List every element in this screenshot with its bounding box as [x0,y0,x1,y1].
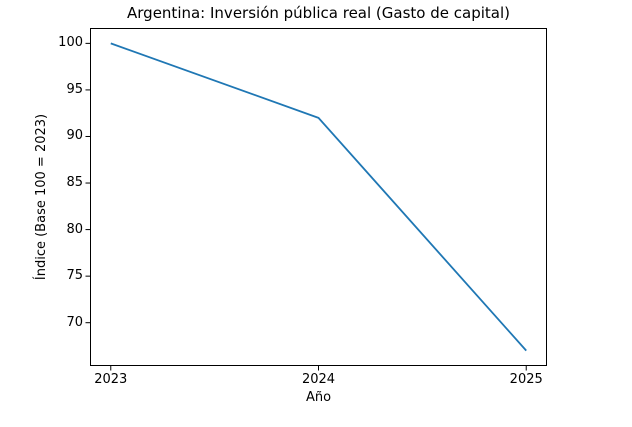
y-tick-label: 85 [66,175,83,191]
y-tick-label: 100 [58,35,83,51]
y-tick-label: 80 [66,221,83,237]
x-axis-label: Año [305,390,332,405]
axes-frame [90,28,547,366]
y-tick-label: 95 [66,81,83,97]
x-tick-label: 2025 [509,372,543,387]
y-tick-label: 70 [66,314,83,330]
chart-title: Argentina: Inversión pública real (Gasto… [127,4,510,22]
data-line-series [110,42,527,352]
x-tick-label: 2023 [94,372,128,387]
y-tick-label: 90 [66,128,83,144]
y-tick-label: 75 [66,268,83,284]
x-tick-label: 2024 [301,372,336,387]
